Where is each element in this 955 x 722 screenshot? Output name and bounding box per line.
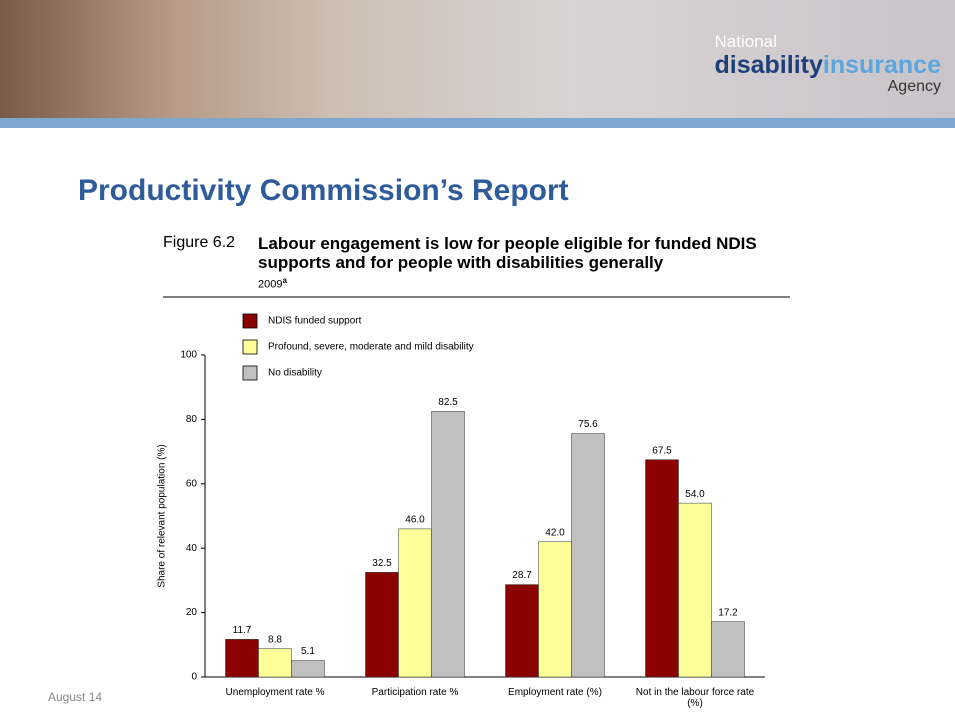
value-label: 82.5 bbox=[438, 397, 458, 408]
value-label: 8.8 bbox=[268, 634, 282, 645]
x-tick-label: Not in the labour force rate (%) bbox=[630, 687, 760, 709]
y-tick-label: 20 bbox=[186, 607, 198, 618]
bar bbox=[712, 622, 745, 677]
y-tick-label: 40 bbox=[186, 543, 198, 554]
legend-label: Profound, severe, moderate and mild disa… bbox=[268, 342, 474, 353]
bar bbox=[259, 649, 292, 677]
x-tick-label: Unemployment rate % bbox=[210, 687, 340, 698]
value-label: 32.5 bbox=[372, 558, 392, 569]
bar bbox=[539, 542, 572, 677]
y-tick-label: 60 bbox=[186, 478, 198, 489]
value-label: 67.5 bbox=[652, 445, 672, 456]
value-label: 75.6 bbox=[578, 419, 598, 430]
legend-swatch bbox=[243, 340, 257, 354]
bar bbox=[226, 639, 259, 677]
x-tick-label: Employment rate (%) bbox=[490, 687, 620, 698]
bar bbox=[506, 585, 539, 677]
bar bbox=[399, 529, 432, 677]
legend-swatch bbox=[243, 366, 257, 380]
value-label: 42.0 bbox=[545, 527, 565, 538]
bar bbox=[572, 434, 605, 677]
value-label: 11.7 bbox=[233, 625, 252, 636]
chart: Share of relevant population (%) 0 20 40 60… bbox=[0, 0, 955, 722]
y-axis-label: Share of relevant population (%) bbox=[157, 444, 168, 587]
bar bbox=[432, 411, 465, 677]
y-tick-label: 80 bbox=[186, 414, 198, 425]
legend-label: No disability bbox=[268, 368, 322, 379]
bar bbox=[646, 460, 679, 677]
legend-swatch bbox=[243, 314, 257, 328]
value-label: 17.2 bbox=[718, 607, 738, 618]
y-tick-label: 0 bbox=[191, 672, 197, 683]
value-label: 54.0 bbox=[685, 489, 705, 500]
value-label: 28.7 bbox=[512, 570, 532, 581]
y-tick-label: 100 bbox=[180, 350, 197, 361]
value-label: 46.0 bbox=[405, 515, 425, 526]
bar bbox=[366, 572, 399, 677]
legend-label: NDIS funded support bbox=[268, 316, 362, 327]
x-tick-label: Participation rate % bbox=[350, 687, 480, 698]
slide: National disabilityinsurance Agency Prod… bbox=[0, 0, 955, 722]
bar bbox=[292, 661, 325, 677]
bar bbox=[679, 503, 712, 677]
value-label: 5.1 bbox=[301, 646, 315, 657]
